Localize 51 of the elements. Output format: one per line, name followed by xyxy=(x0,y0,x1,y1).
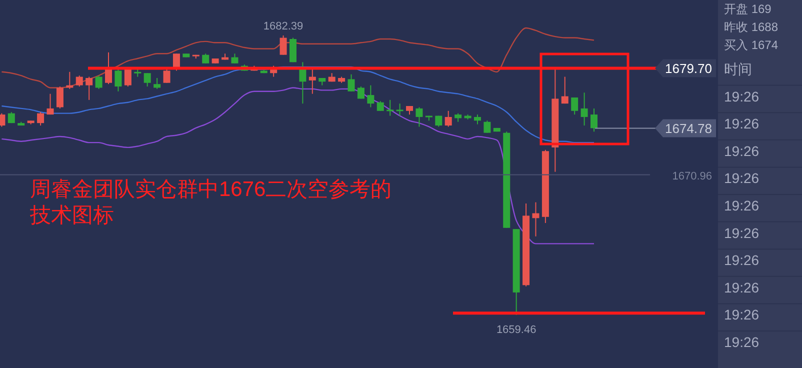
candlestick xyxy=(308,66,316,94)
ref-line-label: 1670.96 xyxy=(672,170,712,183)
candlestick xyxy=(231,53,238,64)
candlestick xyxy=(56,86,64,109)
text: 时间 xyxy=(724,61,752,77)
text: 19:26 xyxy=(724,198,760,214)
candlestick xyxy=(357,86,364,100)
annotation: 1659.46 xyxy=(496,324,536,336)
candlestick xyxy=(95,75,102,90)
candlestick xyxy=(444,110,452,128)
ref-line-label: 1679.70 xyxy=(665,61,712,76)
text: 开盘 169 xyxy=(724,2,772,16)
text: 19:26 xyxy=(724,142,760,159)
candlestick xyxy=(289,37,296,63)
text: 19:26 xyxy=(724,116,760,132)
text: 买入 1674 xyxy=(724,38,778,52)
candlestick xyxy=(561,76,568,104)
candlestick xyxy=(76,75,83,88)
candlestick xyxy=(37,112,44,126)
candlestick xyxy=(484,120,491,134)
candlestick xyxy=(154,77,161,90)
candlestick xyxy=(163,68,170,84)
annotation: 周睿金团队实仓群中1676二次空参考的技术图标 xyxy=(29,178,392,227)
text: 19:26 xyxy=(724,306,760,323)
candlestick xyxy=(386,99,394,116)
candlestick xyxy=(571,96,578,116)
candlestick xyxy=(46,93,54,116)
text: 19:26 xyxy=(724,88,760,104)
candlestick xyxy=(280,34,287,56)
candlestick xyxy=(367,84,374,108)
candlestick xyxy=(580,92,588,126)
candlestick xyxy=(114,68,122,92)
candlestick xyxy=(124,68,132,88)
ref-line-label: 1674.78 xyxy=(665,121,712,136)
text: 19:26 xyxy=(724,334,760,350)
candlestick xyxy=(376,100,384,112)
candlestick xyxy=(86,76,93,100)
candlestick xyxy=(416,106,423,128)
annotation: 1682.39 xyxy=(263,20,304,32)
candlestick xyxy=(202,53,210,64)
candlestick xyxy=(590,108,598,132)
text: 昨收 1688 xyxy=(724,20,778,34)
text: 19:26 xyxy=(724,252,760,268)
candlestick xyxy=(348,74,355,92)
text: 19:26 xyxy=(724,170,760,186)
text: 19:26 xyxy=(724,279,760,296)
text: 19:26 xyxy=(724,224,760,241)
candlestick xyxy=(474,114,481,125)
candlestick xyxy=(532,202,540,237)
candlestick xyxy=(144,72,151,88)
candlestick xyxy=(396,103,404,116)
